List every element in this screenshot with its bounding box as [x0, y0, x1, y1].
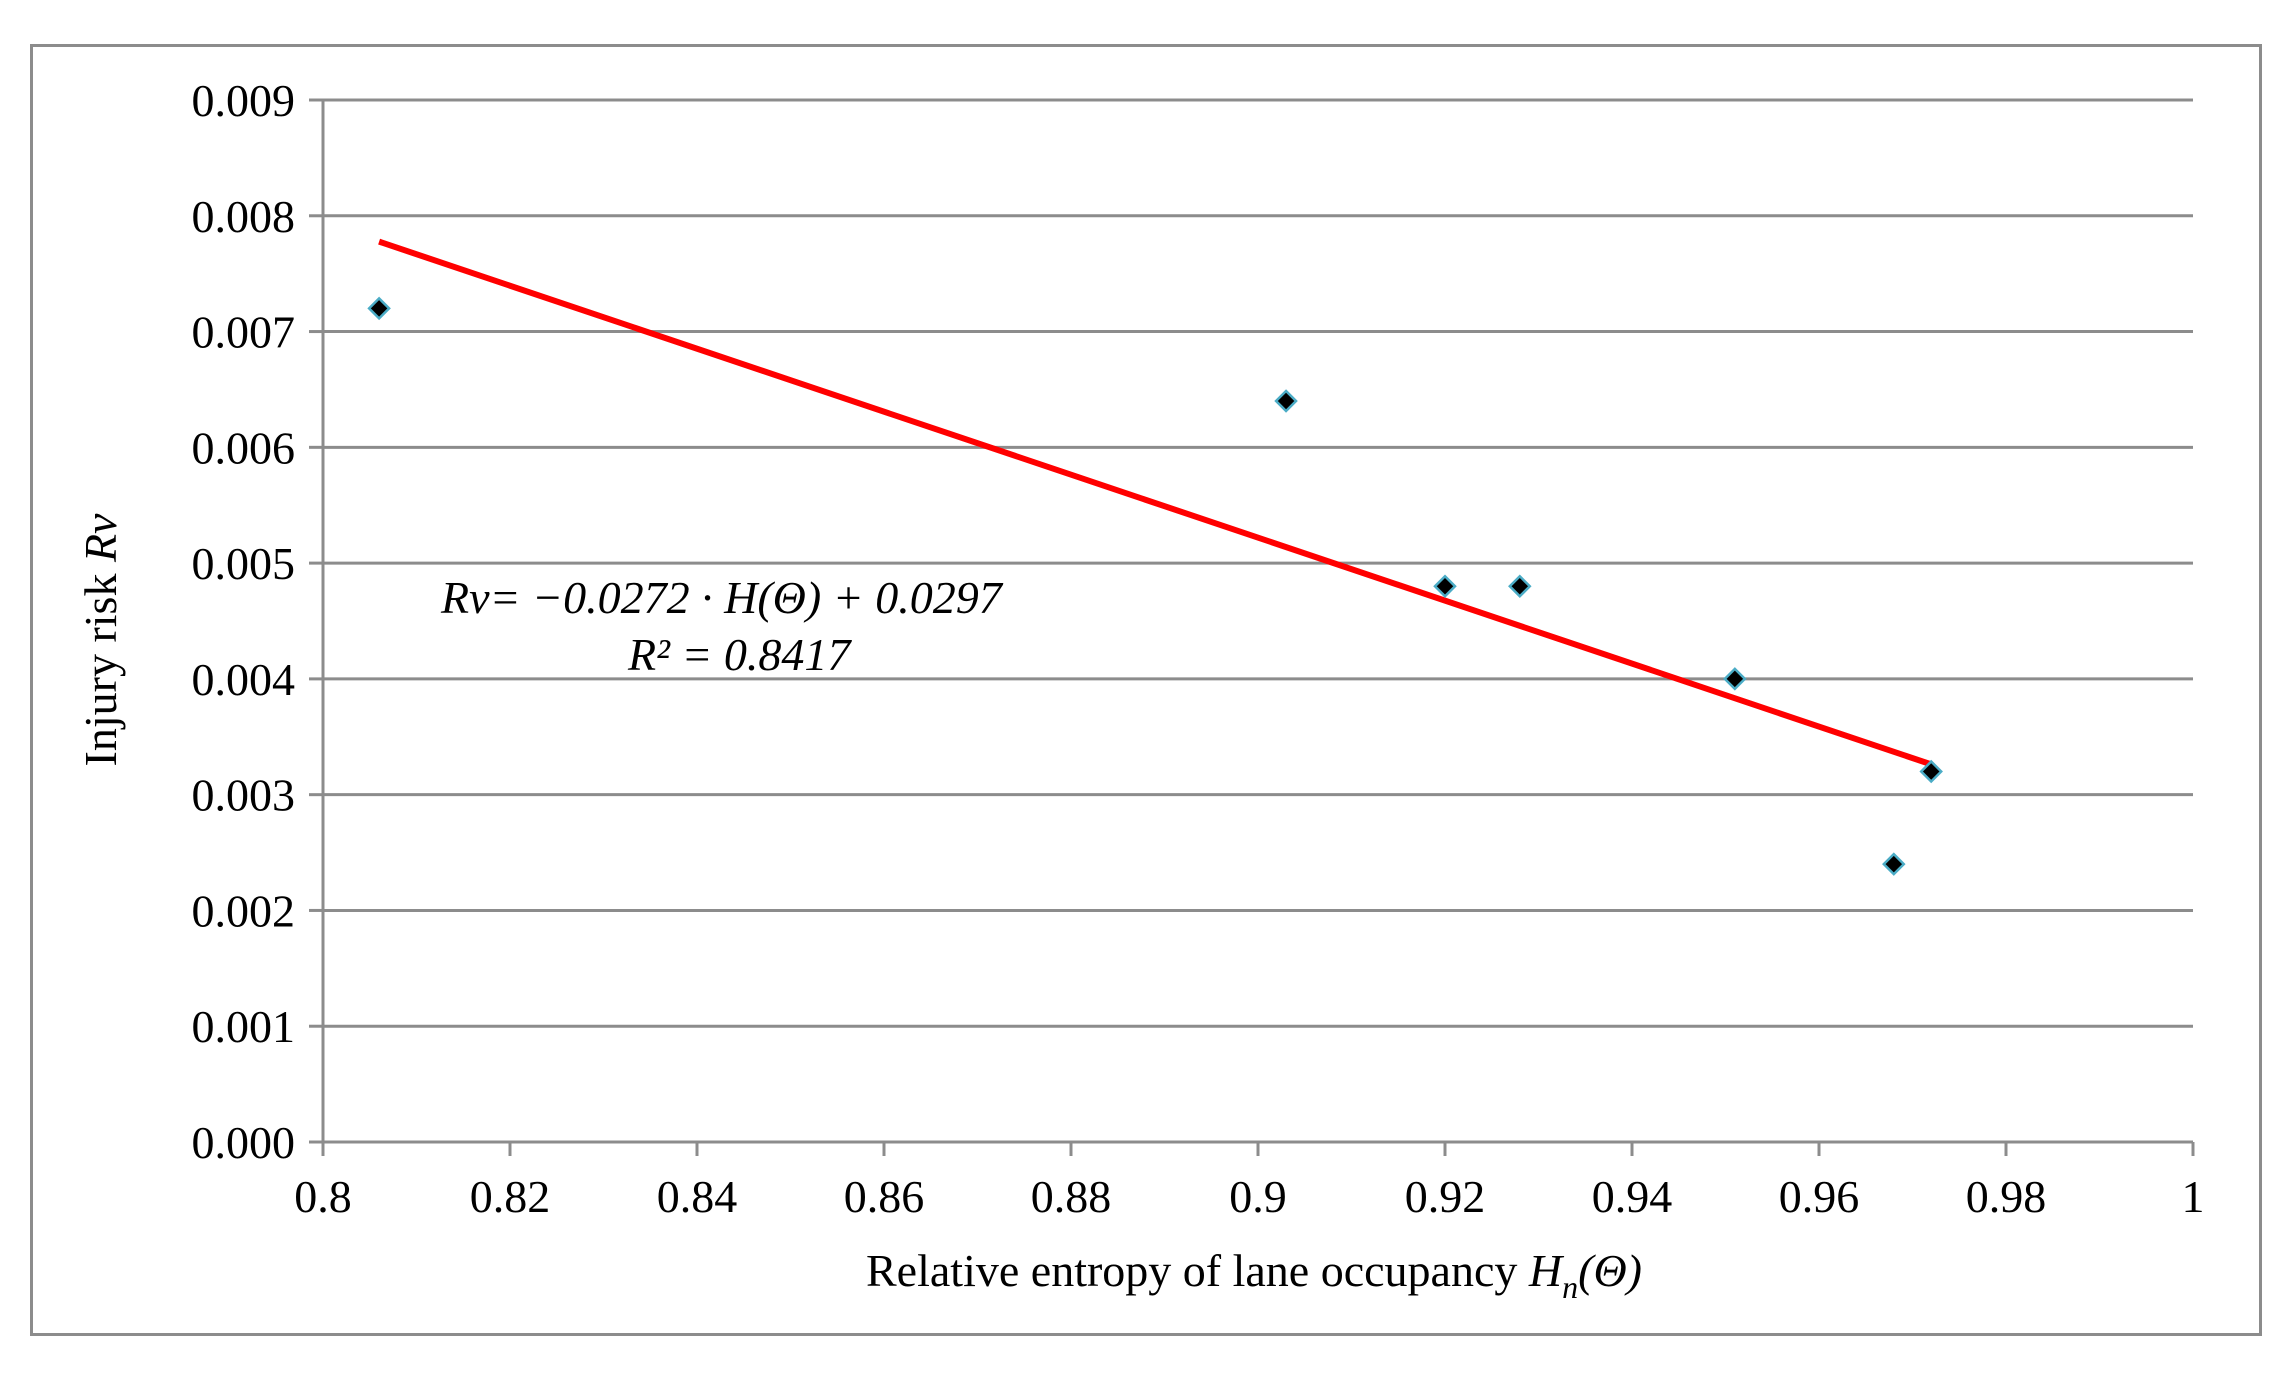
gridlines — [323, 98, 2193, 1028]
y-tick-labels: 0.000 0.001 0.002 0.003 0.004 0.005 0.006 0.007… — [192, 75, 296, 1168]
x-tick-label: 0.98 — [1966, 1171, 2047, 1222]
data-point — [1723, 667, 1747, 691]
x-tick-label: 0.92 — [1405, 1171, 1486, 1222]
x-tick-label: 0.86 — [844, 1171, 925, 1222]
x-tick-label: 1 — [2182, 1171, 2205, 1222]
y-tick-label: 0.005 — [192, 538, 296, 589]
y-tick-label: 0.009 — [192, 75, 296, 126]
y-tick-label: 0.004 — [192, 654, 296, 705]
data-point — [367, 296, 391, 321]
data-point — [1433, 574, 1457, 599]
x-axis-title-tail: (Θ) — [1578, 1245, 1642, 1296]
data-point — [1508, 574, 1532, 599]
y-tick-label: 0.007 — [192, 307, 296, 358]
x-tick-label: 0.96 — [1779, 1171, 1860, 1222]
x-tick-label: 0.8 — [294, 1171, 352, 1222]
y-tick-label: 0.008 — [192, 191, 296, 242]
data-point — [1882, 852, 1906, 876]
x-tick-label: 0.82 — [470, 1171, 551, 1222]
data-point — [1919, 759, 1943, 784]
trendline-line — [378, 238, 1933, 768]
axes — [309, 98, 2195, 1156]
x-tick-label: 0.88 — [1031, 1171, 1112, 1222]
y-tick-label: 0.000 — [192, 1117, 296, 1168]
trendline — [378, 238, 1933, 768]
x-tick-labels: 0.8 0.82 0.84 0.86 0.88 0.9 0.92 0.94 0.96 0.98 1 — [294, 1171, 2204, 1222]
x-axis-title-sub: n — [1562, 1269, 1578, 1305]
x-tick-label: 0.84 — [657, 1171, 738, 1222]
y-tick-label: 0.001 — [192, 1001, 296, 1052]
y-tick-label: 0.006 — [192, 422, 296, 473]
y-tick-label: 0.002 — [192, 885, 296, 936]
x-axis-title: Relative entropy of lane occupancy Hn(Θ) — [866, 1245, 1642, 1305]
y-axis-title-text: Injury risk — [75, 562, 126, 766]
data-point — [1274, 389, 1298, 413]
y-axis-title: Injury risk Rv — [75, 513, 126, 767]
trendline-equation: Rv= −0.0272 · H(Θ) + 0.0297 — [440, 572, 1004, 623]
x-tick-label: 0.94 — [1592, 1171, 1673, 1222]
x-axis-title-var: H — [1528, 1245, 1565, 1296]
y-axis-title-var: Rv — [75, 513, 126, 563]
trendline-r-squared: R² = 0.8417 — [627, 629, 852, 680]
x-tick-label: 0.9 — [1229, 1171, 1287, 1222]
data-points — [367, 296, 1943, 876]
y-tick-label: 0.003 — [192, 770, 296, 821]
chart-frame — [30, 44, 2262, 1336]
x-axis-title-text: Relative entropy of lane occupancy — [866, 1245, 1529, 1296]
